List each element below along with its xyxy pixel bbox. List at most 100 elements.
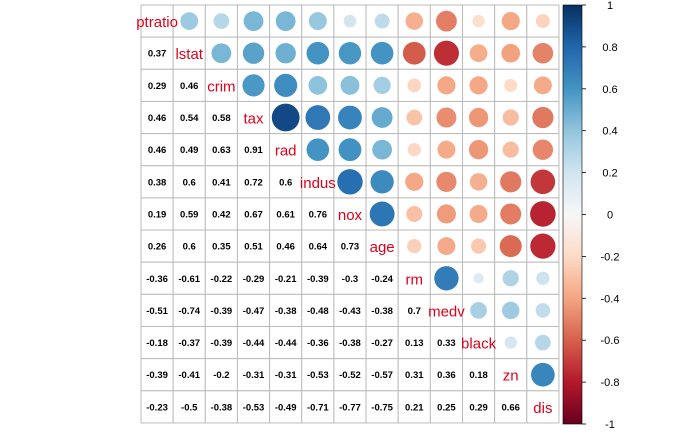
corr-circle-indus-medv bbox=[436, 171, 457, 192]
matrix-cell bbox=[172, 133, 206, 167]
matrix-cell bbox=[269, 390, 303, 424]
colorbar-tick-label: 0.2 bbox=[602, 168, 617, 180]
corr-circle-tax-dis bbox=[532, 106, 554, 129]
corr-circle-nox-zn bbox=[500, 203, 522, 225]
corr-circle-crim-age bbox=[373, 76, 391, 94]
corr-value-dis-zn: 0.66 bbox=[501, 402, 520, 413]
corr-circle-rad-dis bbox=[532, 139, 554, 160]
matrix-cell bbox=[333, 197, 367, 231]
corr-circle-indus-black bbox=[469, 173, 488, 191]
corr-value-medv-rad: -0.38 bbox=[275, 306, 297, 317]
diagonal-label-rm: rm bbox=[406, 271, 424, 288]
matrix-cell bbox=[526, 68, 560, 102]
corr-value-black-medv: 0.33 bbox=[437, 338, 456, 349]
corr-circle-tax-nox bbox=[338, 105, 362, 130]
corr-circle-ptratio-lstat bbox=[180, 12, 199, 30]
corr-circle-indus-rm bbox=[405, 172, 424, 191]
matrix-cell bbox=[365, 4, 399, 38]
corr-value-zn-age: -0.57 bbox=[371, 370, 393, 381]
corr-circle-lstat-rm bbox=[402, 41, 426, 65]
matrix-cell bbox=[236, 293, 271, 328]
matrix-cell bbox=[301, 261, 335, 295]
corr-circle-rad-rm bbox=[407, 142, 421, 157]
corr-circle-crim-zn bbox=[504, 78, 518, 92]
colorbar-tick-label: -0.6 bbox=[601, 335, 620, 347]
corr-value-black-age: -0.27 bbox=[371, 338, 393, 349]
corr-value-rad-tax: 0.91 bbox=[244, 145, 263, 156]
corr-circle-rad-medv bbox=[437, 140, 456, 159]
matrix-cell bbox=[494, 358, 528, 392]
corr-value-lstat-ptratio: 0.37 bbox=[148, 49, 167, 60]
corr-value-dis-tax: -0.53 bbox=[243, 402, 265, 413]
corr-value-age-rad: 0.46 bbox=[276, 242, 295, 253]
corr-value-medv-tax: -0.47 bbox=[243, 306, 265, 317]
corr-value-black-rad: -0.44 bbox=[275, 338, 297, 349]
matrix-cell bbox=[204, 165, 238, 199]
corr-circle-crim-tax bbox=[242, 74, 265, 97]
corr-value-nox-ptratio: 0.19 bbox=[148, 209, 167, 220]
corr-value-dis-rad: -0.49 bbox=[275, 402, 297, 413]
diagonal-label-rad: rad bbox=[275, 143, 297, 160]
corr-circle-lstat-nox bbox=[338, 42, 362, 65]
matrix-cell bbox=[140, 197, 174, 231]
corr-value-nox-rad: 0.61 bbox=[276, 209, 295, 220]
corr-value-age-nox: 0.73 bbox=[341, 242, 360, 253]
matrix-cell bbox=[301, 229, 335, 263]
corr-circle-ptratio-black bbox=[472, 14, 485, 28]
diagonal-label-nox: nox bbox=[338, 207, 363, 224]
corr-value-age-indus: 0.64 bbox=[309, 242, 328, 253]
corr-value-nox-tax: 0.67 bbox=[244, 209, 263, 220]
corr-value-indus-rad: 0.6 bbox=[279, 177, 292, 188]
corr-value-zn-rad: -0.31 bbox=[275, 370, 297, 381]
diagonal-label-zn: zn bbox=[503, 368, 519, 385]
corr-circle-tax-black bbox=[468, 107, 489, 128]
matrix-cell bbox=[236, 326, 271, 360]
corr-circle-crim-indus bbox=[308, 76, 328, 95]
corr-value-rm-age: -0.24 bbox=[371, 274, 393, 285]
corr-circle-ptratio-crim bbox=[213, 13, 230, 29]
matrix-cell bbox=[236, 165, 271, 199]
corr-value-dis-ptratio: -0.23 bbox=[146, 402, 168, 413]
corr-circle-medv-black bbox=[470, 302, 487, 319]
corr-circle-crim-rad bbox=[274, 73, 298, 97]
corr-value-black-rm: 0.13 bbox=[405, 338, 424, 349]
matrix-cell bbox=[365, 261, 399, 295]
corr-value-black-nox: -0.38 bbox=[339, 338, 361, 349]
corr-value-zn-ptratio: -0.39 bbox=[146, 370, 168, 381]
matrix-cell bbox=[236, 133, 271, 167]
matrix-cell bbox=[140, 133, 174, 167]
matrix-cell bbox=[301, 390, 335, 424]
matrix-cell bbox=[526, 390, 560, 424]
corr-circle-ptratio-dis bbox=[535, 14, 550, 29]
corr-circle-lstat-rad bbox=[275, 43, 296, 64]
matrix-cell bbox=[236, 390, 271, 424]
diagonal-label-lstat: lstat bbox=[175, 46, 203, 63]
corr-value-medv-indus: -0.48 bbox=[307, 306, 329, 317]
corr-circle-rad-age bbox=[372, 139, 393, 160]
corr-value-zn-lstat: -0.41 bbox=[178, 370, 200, 381]
corr-value-rad-crim: 0.63 bbox=[212, 145, 231, 156]
corr-circle-tax-zn bbox=[502, 109, 519, 126]
corr-value-medv-lstat: -0.74 bbox=[178, 306, 200, 317]
matrix-cell bbox=[236, 358, 271, 392]
corr-value-black-lstat: -0.37 bbox=[178, 338, 200, 349]
corr-circle-rm-zn bbox=[502, 270, 519, 287]
diagonal-label-tax: tax bbox=[244, 111, 265, 128]
colorbar-tick-label: 0.6 bbox=[602, 84, 617, 96]
matrix-cell bbox=[494, 390, 528, 424]
corr-circle-crim-rm bbox=[407, 78, 422, 93]
corr-circle-tax-indus bbox=[305, 105, 331, 130]
matrix-cell bbox=[429, 293, 464, 328]
corr-value-medv-age: -0.38 bbox=[371, 306, 393, 317]
matrix-cell bbox=[204, 68, 238, 102]
corr-circle-crim-black bbox=[469, 76, 488, 95]
colorbar-tick-label: 1 bbox=[607, 0, 613, 12]
matrix-cell bbox=[140, 326, 174, 360]
corr-value-crim-lstat: 0.46 bbox=[180, 81, 199, 92]
matrix-cell bbox=[269, 229, 303, 263]
matrix-cell bbox=[365, 229, 399, 263]
matrix-cell bbox=[140, 68, 174, 102]
matrix-cell bbox=[172, 358, 206, 392]
corr-value-black-crim: -0.39 bbox=[211, 338, 233, 349]
corr-value-rm-crim: -0.22 bbox=[211, 274, 233, 285]
